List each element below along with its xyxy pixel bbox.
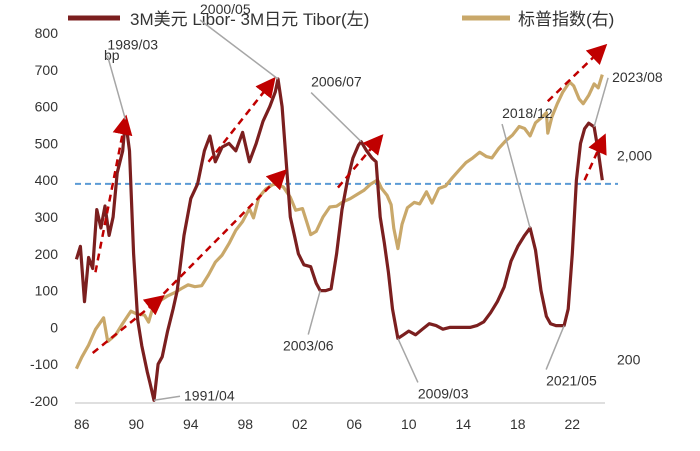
x-tick-label: 90 [129,416,145,432]
libor-tibor-spread-line [74,77,604,402]
left-tick-label: 800 [35,25,59,41]
annotation-leader [310,92,362,143]
left-tick-label: 200 [35,246,59,262]
annotation-leader [106,55,127,120]
left-tick-label: 700 [35,62,59,78]
annotation-leader [199,19,279,80]
x-tick-label: 94 [183,416,199,432]
annotation-label: 2000/05 [200,1,251,17]
annotation-leader [501,123,531,229]
legend-label-sp500: 标普指数(右) [518,10,614,29]
trend-arrow [94,114,133,273]
annotations: 1989/03 1991/04 2000/05 2003/06 2006/07 2009/… [106,1,663,403]
chart-legend: 3M美元 Libor- 3M日元 Tibor(左) 标普指数(右) [68,10,614,29]
left-tick-label: 500 [35,135,59,151]
x-tick-label: 10 [401,416,417,432]
trend-arrow [207,76,276,163]
trend-arrow [162,169,287,295]
x-tick-label: 18 [510,416,526,432]
trend-arrow [91,294,165,354]
annotation-label: 1989/03 [107,36,158,52]
legend-label-spread: 3M美元 Libor- 3M日元 Tibor(左) [130,10,369,29]
x-tick-label: 02 [292,416,308,432]
trend-arrows [91,43,608,354]
left-tick-label: 300 [35,209,59,225]
x-tick-label: 22 [565,416,581,432]
annotation-leader [397,338,419,383]
x-axis-ticks: 86 90 94 98 02 06 10 14 18 22 [74,416,580,432]
left-tick-label: 0 [50,319,58,335]
x-tick-label: 86 [74,416,90,432]
trend-arrow [583,133,607,181]
annotation-label: 1991/04 [184,387,235,403]
annotation-label: 2003/06 [283,338,334,354]
x-tick-label: 98 [238,416,254,432]
right-tick-label: 2,000 [617,148,652,164]
x-tick-label: 06 [347,416,363,432]
annotation-leader [307,290,321,335]
right-axis-ticks: 2,000 200 [617,148,652,368]
left-axis-ticks: 800 700 600 500 400 300 200 100 0 -100 -200 [30,25,58,409]
annotation-leader [153,395,181,402]
x-tick-label: 14 [456,416,472,432]
left-tick-label: -100 [30,356,58,372]
right-tick-label: 200 [617,351,641,367]
left-tick-label: 600 [35,99,59,115]
annotation-leader [593,77,609,128]
annotation-label: 2021/05 [546,373,597,389]
annotation-label: 2006/07 [311,74,362,90]
left-tick-label: 400 [35,172,59,188]
left-tick-label: -200 [30,393,58,409]
annotation-label: 2018/12 [502,105,553,121]
trend-arrow [546,43,608,103]
left-tick-label: 100 [35,283,59,299]
annotation-label: 2023/08 [612,69,663,85]
trend-arrow [337,134,384,189]
annotation-leader [545,325,565,370]
annotation-label: 2009/03 [418,385,469,401]
sp500-line [74,74,604,370]
